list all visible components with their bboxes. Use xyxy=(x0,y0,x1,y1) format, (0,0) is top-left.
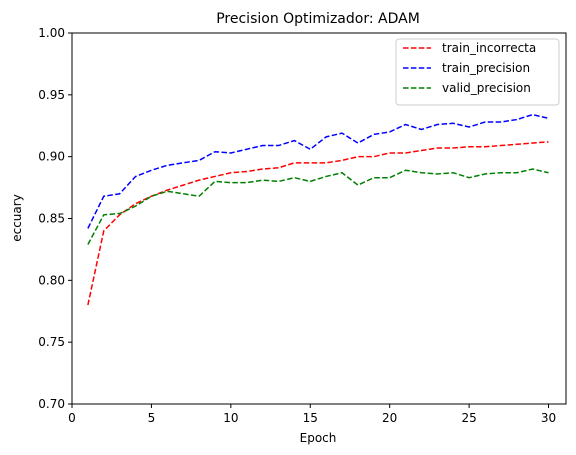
y-tick-label: 0.95 xyxy=(38,88,65,102)
series-line-train-precision xyxy=(87,113,549,229)
legend-label: valid_precision xyxy=(442,81,531,95)
legend-label: train_incorrecta xyxy=(442,41,536,55)
x-tick-label: 30 xyxy=(541,411,556,425)
y-tick-label: 0.90 xyxy=(38,150,65,164)
x-tick-label: 10 xyxy=(223,411,238,425)
y-tick-label: 0.75 xyxy=(38,335,65,349)
x-axis-label: Epoch xyxy=(300,431,337,445)
y-axis-label: eccuary xyxy=(10,194,24,242)
x-tick-label: 15 xyxy=(303,411,318,425)
legend-label: train_precision xyxy=(442,61,530,75)
series-line-train-incorrecta xyxy=(87,141,549,306)
x-tick-label: 25 xyxy=(461,411,476,425)
y-axis: 0.70 0.75 0.80 0.85 0.90 0.95 1.00 xyxy=(38,26,72,411)
series-line-valid-precision xyxy=(87,168,549,245)
chart-title: Precision Optimizador: ADAM xyxy=(216,11,420,27)
x-tick-label: 0 xyxy=(68,411,76,425)
x-tick-label: 5 xyxy=(148,411,156,425)
series-layer xyxy=(87,113,549,306)
y-tick-label: 0.85 xyxy=(38,212,65,226)
y-tick-label: 0.80 xyxy=(38,273,65,287)
x-axis: 0 5 10 15 20 25 30 xyxy=(68,404,556,425)
x-tick-label: 20 xyxy=(382,411,397,425)
y-tick-label: 0.70 xyxy=(38,397,65,411)
legend-box xyxy=(395,38,560,106)
legend: train_incorrecta train_precision valid_pre… xyxy=(395,38,560,106)
y-tick-label: 1.00 xyxy=(38,26,65,40)
